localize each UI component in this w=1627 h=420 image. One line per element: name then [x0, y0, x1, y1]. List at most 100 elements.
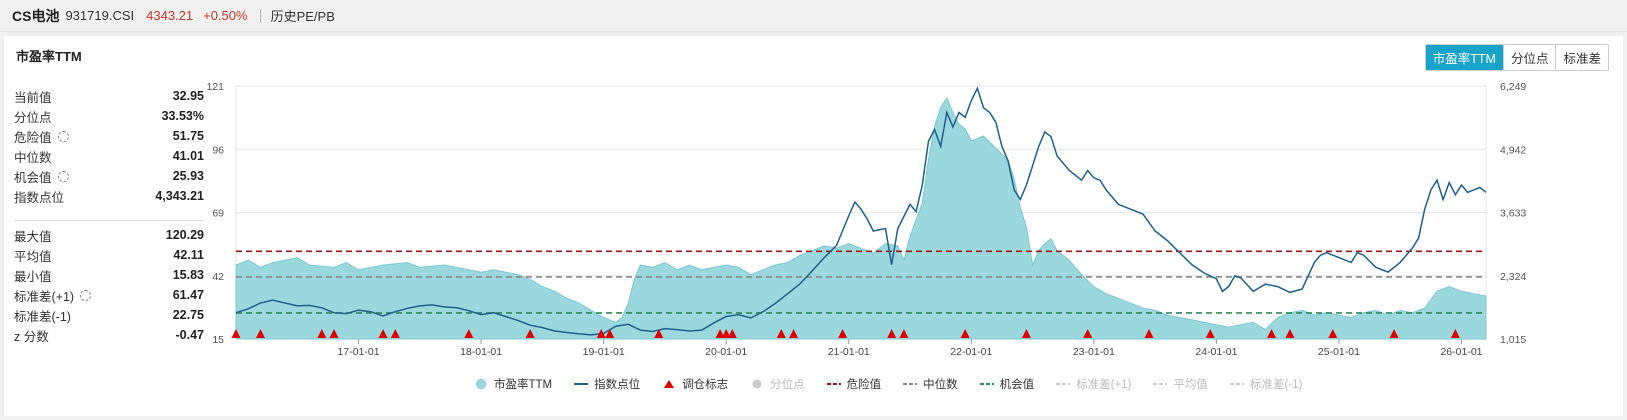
rebalance-marker	[596, 329, 606, 338]
stats-divider	[14, 220, 204, 221]
index-price: 4343.21	[146, 8, 194, 23]
stat-label: 标准差(+1)	[14, 286, 92, 305]
stat-row: 最小值 15.83	[14, 265, 204, 285]
legend-item[interactable]: 中位数	[903, 376, 958, 392]
tab-percentile[interactable]: 分位点	[1502, 45, 1556, 70]
rebalance-marker	[654, 329, 664, 338]
rebalance-marker	[960, 329, 970, 338]
rebalance-marker	[899, 329, 909, 338]
stat-row: 分位点 33.53%	[14, 106, 204, 126]
y-tick-label-left: 69	[212, 208, 224, 220]
stat-value: 61.47	[172, 288, 204, 302]
stat-label: 当前值	[14, 87, 52, 106]
rebalance-marker	[721, 329, 731, 338]
tab-pe-ttm[interactable]: 市盈率TTM	[1425, 45, 1503, 70]
top-bar: CS电池 931719.CSI 4343.21 +0.50% 历史PE/PB	[0, 0, 1627, 32]
y-tick-label-right: 1,015	[1500, 334, 1526, 346]
x-tick-label: 19-01-01	[583, 346, 625, 358]
rebalance-marker	[317, 329, 327, 338]
rebalance-marker	[1285, 329, 1295, 338]
legend-item[interactable]: 危险值	[826, 376, 882, 392]
stat-row: 机会值 25.93	[14, 166, 204, 186]
stat-row: 中位数 41.01	[14, 146, 204, 166]
stat-value: 32.95	[172, 89, 204, 103]
legend-item[interactable]: 分位点	[750, 376, 805, 392]
stat-value: 15.83	[172, 268, 204, 282]
stat-row: 平均值 42.11	[14, 245, 204, 265]
legend-label: 标准差(-1)	[1249, 379, 1303, 391]
stats-table: 当前值 32.95 分位点 33.53% 危险值 51.75 中位数 41.01 机会值 25.9…	[14, 86, 204, 345]
legend-marker	[1153, 383, 1168, 385]
legend-item[interactable]: 机会值	[979, 376, 1034, 392]
stat-label: 机会值	[14, 167, 69, 186]
legend-item[interactable]: 标准差(-1)	[1229, 376, 1303, 392]
rebalance-marker	[1083, 329, 1093, 338]
metric-tabs: 市盈率TTM 分位点 标准差	[1424, 44, 1609, 71]
legend-item[interactable]: 市盈率TTM	[474, 376, 552, 392]
series-index-line	[235, 86, 1487, 336]
stat-value: 33.53%	[161, 109, 204, 123]
tab-std-dev[interactable]: 标准差	[1555, 45, 1608, 70]
gear-icon[interactable]	[57, 170, 69, 182]
stat-label: 最大值	[14, 226, 52, 245]
legend-item[interactable]: 调仓标志	[662, 376, 728, 392]
rebalance-marker	[1328, 329, 1338, 338]
panel-title: 市盈率TTM	[16, 49, 82, 64]
stat-label-text: 当前值	[14, 90, 52, 105]
legend-marker	[476, 379, 486, 389]
gear-icon[interactable]	[80, 289, 92, 301]
legend-marker	[664, 380, 675, 388]
legend-label: 平均值	[1173, 379, 1208, 391]
rebalance-marker	[1389, 329, 1399, 338]
stat-label: 平均值	[14, 246, 52, 265]
stat-label-text: 标准差(+1)	[14, 289, 75, 304]
rebalance-marker	[525, 329, 535, 338]
stat-label: 标准差(-1)	[14, 306, 71, 325]
y-tick-label-left: 42	[212, 271, 224, 283]
stat-row: 最大值 120.29	[14, 225, 204, 245]
legend-item[interactable]: 指数点位	[574, 376, 640, 392]
stat-label-text: 最大值	[14, 229, 52, 244]
stat-label-text: 分位点	[14, 110, 52, 125]
legend-item[interactable]: 平均值	[1153, 376, 1208, 392]
stat-label-text: 中位数	[14, 150, 52, 165]
stat-row: 危险值 51.75	[14, 126, 204, 146]
rebalance-marker	[727, 329, 737, 338]
rebalance-marker	[715, 329, 725, 338]
index-name: CS电池	[12, 7, 60, 24]
legend-label: 危险值	[846, 379, 882, 391]
legend-marker	[574, 383, 589, 385]
stat-row: 当前值 32.95	[14, 86, 204, 106]
stat-value: 41.01	[172, 149, 204, 163]
x-tick-label: 20-01-01	[705, 346, 747, 358]
rebalance-marker	[256, 329, 266, 338]
rebalance-marker	[1144, 329, 1154, 338]
legend-marker	[826, 383, 841, 385]
rebalance-marker	[1205, 329, 1215, 338]
rebalance-marker	[838, 329, 848, 338]
legend-marker	[903, 383, 918, 385]
legend-label: 中位数	[923, 379, 958, 391]
stat-value: 51.75	[172, 129, 204, 143]
y-tick-label-right: 2,324	[1500, 271, 1526, 283]
stat-row: 标准差(-1) 22.75	[14, 305, 204, 325]
stat-row: 标准差(+1) 61.47	[14, 285, 204, 305]
rebalance-marker	[776, 329, 786, 338]
rebalance-marker	[464, 329, 474, 338]
y-tick-label-right: 3,633	[1500, 208, 1526, 220]
history-pepb-link[interactable]: 历史PE/PB	[270, 9, 335, 24]
x-tick-label: 24-01-01	[1195, 346, 1237, 358]
legend-marker	[1056, 383, 1071, 385]
rebalance-marker	[378, 329, 388, 338]
stat-row: 指数点位 4,343.21	[14, 186, 204, 206]
legend-item[interactable]: 标准差(+1)	[1056, 376, 1131, 392]
legend-label: 指数点位	[594, 379, 641, 391]
rebalance-marker	[1450, 329, 1460, 338]
gear-icon[interactable]	[57, 130, 69, 142]
pe-chart: 121 96 69 42 15 6,249 4,942 3,633 2,324 1,015 17-0…	[206, 81, 1526, 358]
rebalance-marker	[231, 329, 241, 338]
legend-marker	[979, 383, 994, 385]
stat-label-text: 危险值	[14, 130, 52, 145]
stat-label: z 分数	[14, 326, 49, 345]
y-tick-label-left: 121	[206, 81, 224, 93]
